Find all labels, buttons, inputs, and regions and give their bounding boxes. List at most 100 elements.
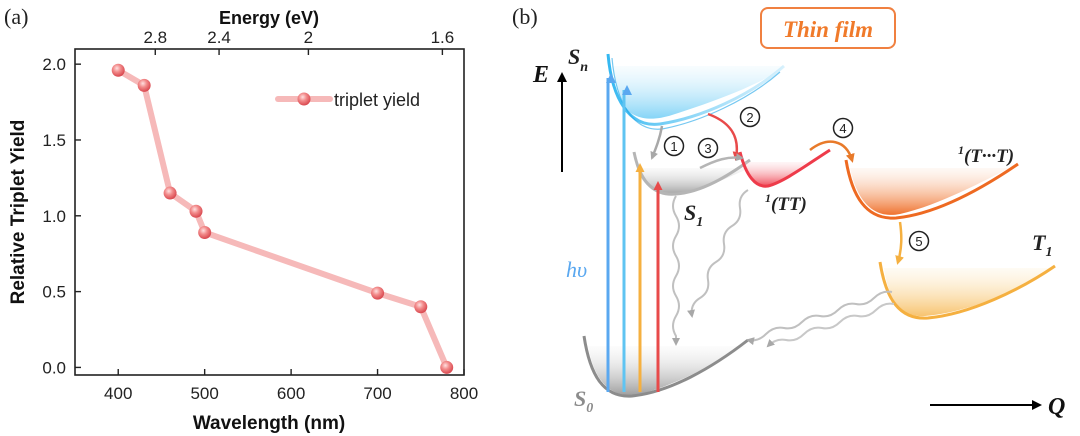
data-point	[371, 286, 385, 300]
s0-well	[582, 335, 749, 398]
tdt-label-main: (T···T)	[964, 146, 1014, 167]
tt-label-sup: 1	[765, 191, 771, 205]
s1-label-main: S	[684, 200, 696, 225]
top-axis-title: Energy (eV)	[219, 8, 319, 28]
panel-b-label: (b)	[512, 4, 538, 29]
data-point	[440, 360, 454, 374]
s0-label: S0	[574, 386, 593, 416]
sn-label: Sn	[568, 44, 588, 75]
y-axis-ticks: 0.0 0.5 1.0 1.5 2.0	[42, 55, 81, 377]
tdt-well-fill	[850, 168, 1010, 215]
process-arrow-5	[895, 221, 904, 265]
top-tick-label: 2.8	[143, 28, 167, 47]
x-tick-label: 500	[190, 384, 218, 403]
tdt-well	[844, 159, 1019, 220]
top-tick-label: 1.6	[431, 28, 455, 47]
wavy-arrow-s1-decay	[672, 195, 680, 346]
step-4: 4	[832, 117, 854, 139]
y-tick-label: 1.0	[42, 207, 66, 226]
thin-film-box	[760, 7, 896, 49]
x-axis-ticks: 400 500 600 700 800	[104, 369, 478, 403]
s1-well	[632, 151, 751, 196]
tt-well-fill	[742, 162, 808, 186]
step-1-label: 1	[670, 139, 677, 154]
t1-label-sub: 1	[1045, 245, 1052, 260]
step-2-label: 2	[746, 110, 753, 125]
data-point	[111, 63, 125, 77]
step-4-label: 4	[839, 121, 846, 136]
step-1: 1	[663, 135, 685, 157]
s1-label-sub: 1	[696, 215, 703, 230]
x-tick-label: 600	[277, 384, 305, 403]
y-axis-label: Relative Triplet Yield	[8, 120, 29, 305]
tdt-label-sup: 1	[958, 143, 964, 157]
tt-curve	[738, 148, 831, 188]
t1-well	[878, 261, 1056, 320]
t1-label: T1	[1032, 230, 1052, 260]
t1-well-fill	[884, 268, 1050, 317]
data-point	[198, 225, 212, 239]
wavy-arrow-tt-decay	[687, 189, 749, 318]
s0-curve	[582, 335, 749, 398]
t1-curve	[878, 261, 1056, 320]
tt-label: 1(TT)	[765, 191, 807, 215]
step-4-circle	[832, 117, 854, 139]
y-tick-label: 0.0	[42, 358, 66, 377]
step-3-label: 3	[704, 141, 711, 156]
step-5: 5	[908, 230, 930, 252]
tdt-curve	[844, 159, 1019, 220]
photon-label: hυ	[566, 257, 587, 282]
thin-film-label: Thin film	[783, 17, 873, 42]
series-layer	[111, 63, 454, 374]
top-tick-label: 2.4	[207, 28, 231, 47]
legend: triplet yield	[275, 90, 420, 110]
tt-well	[738, 148, 831, 188]
process-arrow-1	[650, 125, 664, 160]
t1-label-main: T	[1032, 230, 1047, 255]
chart-a: Energy (eV) 2.8 2.4 2 1.6 400 500 600 700 800 0…	[8, 8, 478, 434]
data-point	[189, 204, 203, 218]
step-1-circle	[663, 135, 685, 157]
data-point	[163, 186, 177, 200]
top-axis-ticks: 2.8 2.4 2 1.6	[143, 28, 454, 55]
x-tick-label: 800	[450, 384, 478, 403]
tt-label-main: (TT)	[771, 194, 807, 215]
x-axis-label: Wavelength (nm)	[193, 413, 345, 434]
x-tick-label: 700	[363, 384, 391, 403]
y-tick-label: 1.5	[42, 131, 66, 150]
y-tick-label: 2.0	[42, 55, 66, 74]
step-3: 3	[697, 137, 719, 159]
y-tick-label: 0.5	[42, 283, 66, 302]
top-tick-label: 2	[304, 28, 313, 47]
sn-label-main: S	[568, 44, 580, 69]
s1-label: S1	[684, 200, 703, 230]
step-2: 2	[739, 106, 761, 128]
wavy-arrow-t1-decay-b	[766, 302, 895, 348]
s0-label-sub: 0	[586, 401, 593, 416]
s1-curve	[632, 151, 751, 196]
wavy-arrow-t1-decay-a	[746, 290, 893, 346]
panel-a-label: (a)	[4, 4, 28, 29]
plot-frame	[74, 48, 465, 376]
s1-well-fill	[636, 168, 750, 195]
series-line	[115, 67, 450, 371]
tdt-label: 1(T···T)	[958, 143, 1014, 167]
process-arrow-3	[699, 153, 744, 170]
legend-label: triplet yield	[334, 90, 420, 110]
x-tick-label: 400	[104, 384, 132, 403]
step-5-circle	[908, 230, 930, 252]
process-arrow-2	[707, 112, 742, 161]
thin-film-badge: Thin film	[760, 7, 896, 49]
sn-label-sub: n	[580, 60, 588, 75]
step-5-label: 5	[915, 234, 922, 249]
process-arrow-4	[809, 140, 855, 163]
legend-marker	[297, 92, 311, 106]
s0-label-main: S	[574, 386, 586, 411]
energy-axis-label: E	[532, 62, 549, 88]
step-3-circle	[697, 137, 719, 159]
s0-well-fill	[588, 346, 746, 396]
q-axis-label: Q	[1048, 394, 1065, 420]
sn-curve	[606, 53, 785, 126]
step-2-circle	[739, 106, 761, 128]
